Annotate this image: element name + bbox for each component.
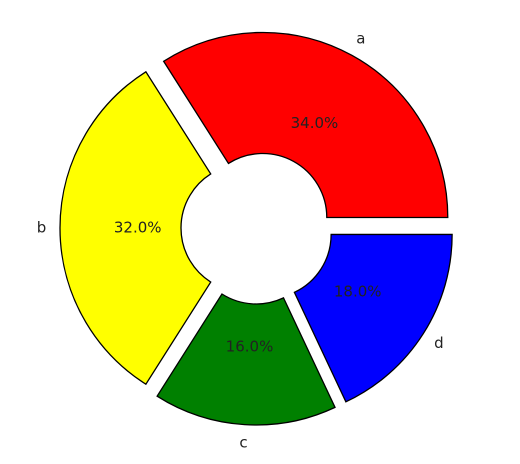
wedge-label: b: [37, 219, 47, 237]
value-label: 16.0%: [226, 338, 274, 356]
wedge: [156, 293, 336, 426]
value-label: 34.0%: [291, 114, 339, 132]
wedge: [293, 233, 453, 403]
value-label: 32.0%: [114, 219, 162, 237]
wedge-label: d: [434, 334, 444, 352]
wedge-label: c: [239, 434, 247, 452]
wedge-label: a: [356, 30, 365, 48]
value-label: 18.0%: [334, 282, 382, 300]
wedge: [59, 70, 212, 386]
wedge: [162, 31, 449, 219]
